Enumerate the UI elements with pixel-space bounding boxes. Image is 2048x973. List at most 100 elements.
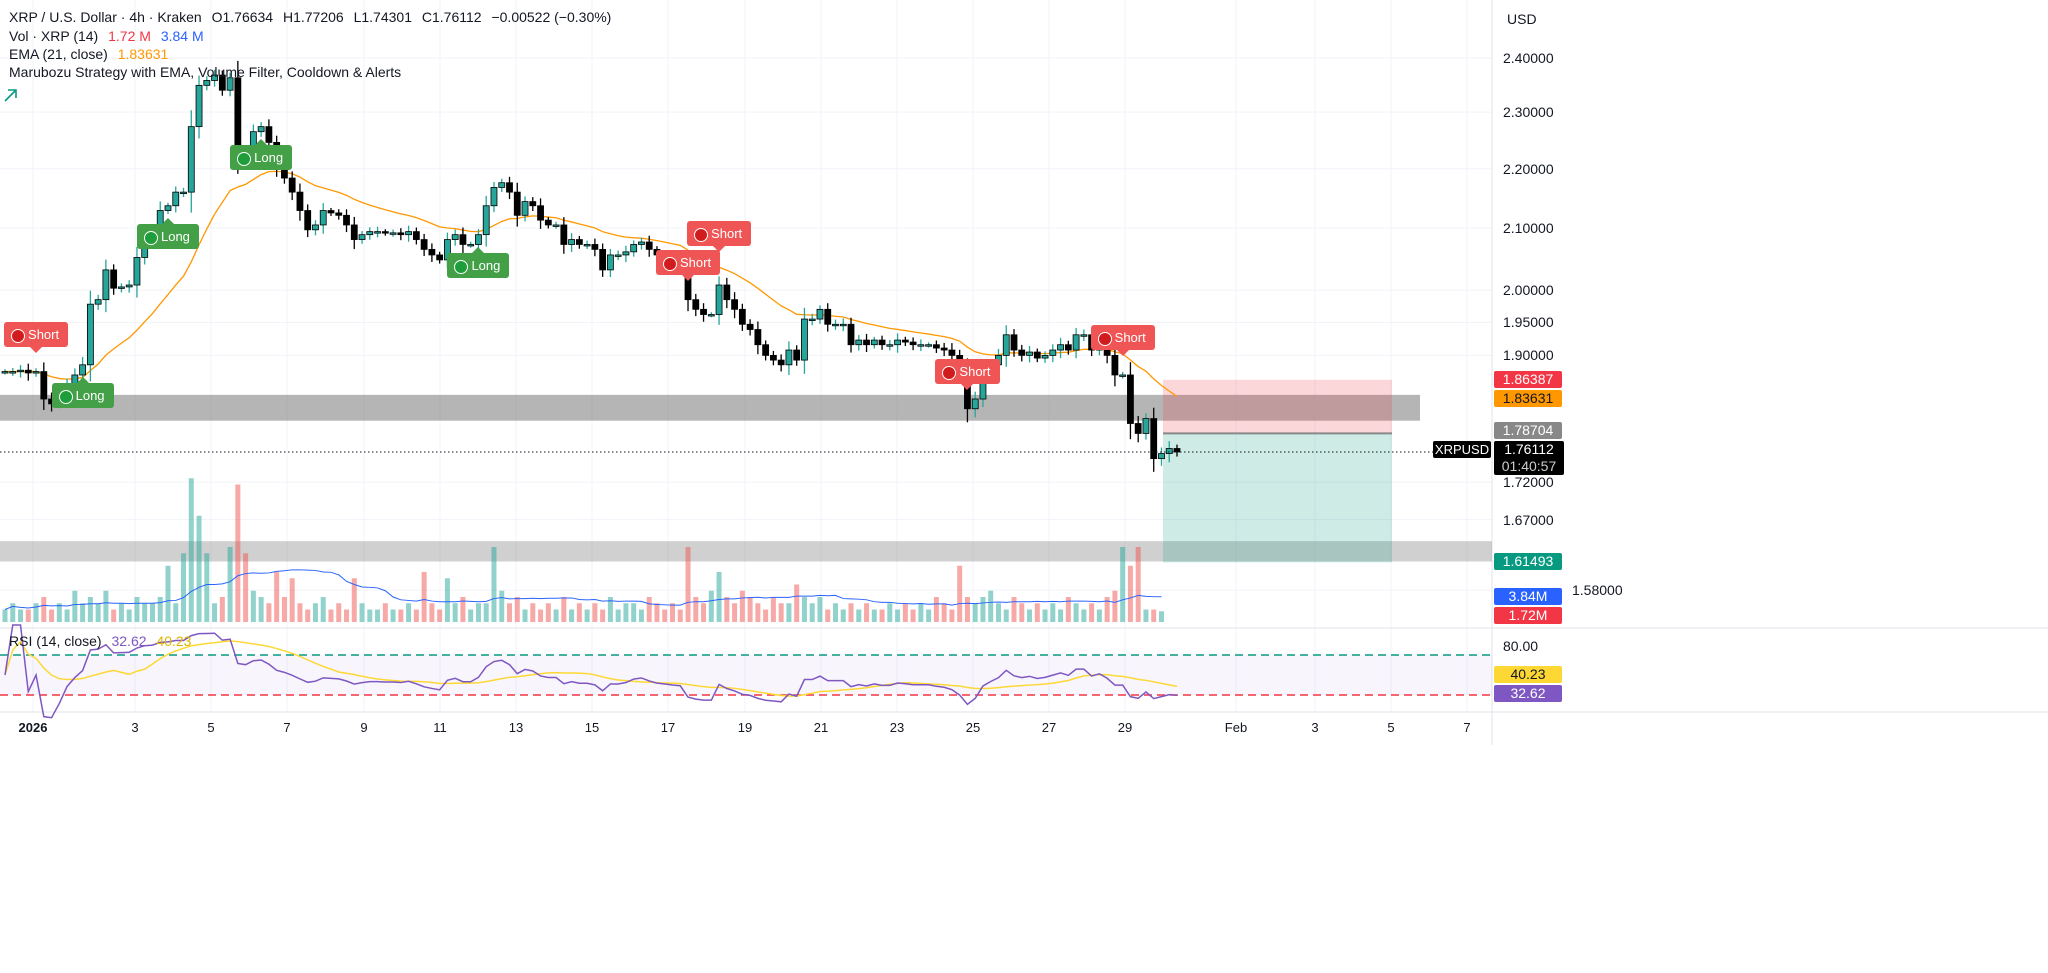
candle-body: [218, 74, 226, 91]
candle-body: [521, 201, 529, 216]
candle-body: [389, 232, 397, 235]
position-target-area: [1163, 433, 1392, 563]
candle-body: [358, 234, 366, 240]
candle-body: [180, 191, 187, 195]
candle-body: [607, 254, 614, 271]
position-stop-area: [1163, 379, 1392, 434]
last-price: 1.76112: [1504, 441, 1554, 457]
symbol-title: XRP / U.S. Dollar · 4h · Kraken: [9, 9, 202, 25]
price-axis-label: 2.40000: [1503, 50, 1554, 66]
volume-bar: [809, 603, 815, 622]
last-price-tag: 1.76112 01:40:57: [1494, 441, 1564, 475]
volume-bar: [1104, 597, 1110, 622]
symbol-legend: XRP / U.S. Dollar · 4h · Kraken O1.76634…: [9, 9, 617, 25]
rsi-band: [0, 655, 1492, 695]
volume-bar: [910, 609, 916, 622]
volume-bar: [980, 597, 986, 622]
currency-label[interactable]: USD: [1507, 11, 1537, 27]
candle-body: [17, 369, 24, 373]
volume-bar: [584, 609, 590, 622]
candle-body: [746, 323, 754, 330]
volume-bar: [243, 553, 249, 622]
volume-bar: [1135, 547, 1141, 622]
candle-body: [847, 323, 855, 346]
marker-pointer: [713, 245, 726, 252]
candle-body: [420, 239, 428, 250]
volume-bar: [25, 609, 31, 622]
volume-bar: [483, 603, 489, 622]
volume-bar: [134, 597, 140, 622]
volume-bar: [421, 572, 427, 622]
volume-bar: [538, 609, 544, 622]
volume-bar: [677, 609, 683, 622]
rsi-label: RSI (14, close): [9, 633, 102, 649]
volume-legend[interactable]: Vol · XRP (14) 1.72 M 3.84 M: [9, 28, 210, 44]
marker-pointer: [161, 217, 174, 224]
candle-body: [133, 257, 141, 286]
candle-body: [731, 299, 738, 310]
candle-body: [529, 201, 537, 207]
volume-bar: [173, 603, 179, 622]
volume-bar: [429, 603, 435, 622]
volume-bar: [266, 603, 272, 622]
candle-body: [94, 299, 102, 305]
volume-bar: [258, 597, 264, 622]
volume-bar: [328, 609, 334, 622]
volume-bar: [320, 597, 326, 622]
volume-bar: [631, 603, 637, 622]
volume-bar: [204, 553, 210, 622]
volume-bar: [1065, 597, 1071, 622]
candle-body: [909, 341, 917, 346]
candle-body: [118, 286, 125, 289]
candle-body: [405, 231, 413, 236]
expand-arrow-icon[interactable]: [2, 86, 20, 109]
volume-bar: [895, 609, 901, 622]
price-axis-label: 1.72000: [1503, 474, 1554, 491]
volume-bar: [56, 603, 62, 622]
ema-line: [5, 170, 1178, 398]
ema-legend[interactable]: EMA (21, close) 1.83631: [9, 46, 174, 62]
volume-ma-line: [4, 569, 1162, 610]
strategy-legend[interactable]: Marubozu Strategy with EMA, Volume Filte…: [9, 64, 407, 80]
red-circle-icon: [11, 328, 26, 343]
marker-pointer: [255, 138, 268, 145]
volume-bar: [382, 603, 388, 622]
signal-text: Short: [1114, 329, 1146, 345]
rsi-value: 32.62: [111, 633, 147, 649]
rsi-legend[interactable]: RSI (14, close) 32.62 40.23: [9, 633, 197, 649]
candle-body: [801, 318, 808, 361]
candle-body: [79, 364, 87, 376]
candle-body: [583, 244, 591, 247]
support-zone: [0, 541, 1492, 562]
volume-bar: [716, 572, 722, 622]
volume-bar: [778, 603, 784, 622]
volume-bar: [49, 609, 55, 622]
volume-bar: [817, 597, 823, 622]
volume-bar: [437, 609, 443, 622]
signal-text: Short: [711, 225, 743, 241]
candle-body: [824, 308, 832, 325]
signal-text: Short: [28, 326, 60, 342]
volume-ma-value: 3.84 M: [160, 28, 204, 44]
candle-body: [1134, 423, 1142, 434]
red-circle-icon: [942, 365, 957, 380]
marker-pointer: [682, 274, 695, 281]
volume-bar: [18, 609, 24, 622]
candle-body: [335, 212, 343, 216]
candle-body: [622, 251, 630, 256]
marker-pointer: [961, 383, 974, 390]
candle-body: [451, 234, 459, 240]
candle-body: [878, 339, 886, 346]
candle-body: [1080, 334, 1088, 337]
volume-bar: [1011, 597, 1017, 622]
candle-body: [506, 182, 513, 193]
candle-body: [769, 354, 777, 361]
candle-body: [24, 369, 32, 374]
signal-text: Long: [75, 387, 105, 403]
volume-bar: [840, 609, 846, 622]
volume-bar: [770, 597, 776, 622]
volume-bar: [452, 603, 458, 622]
volume-bar: [926, 609, 932, 622]
volume-bar: [988, 590, 994, 622]
